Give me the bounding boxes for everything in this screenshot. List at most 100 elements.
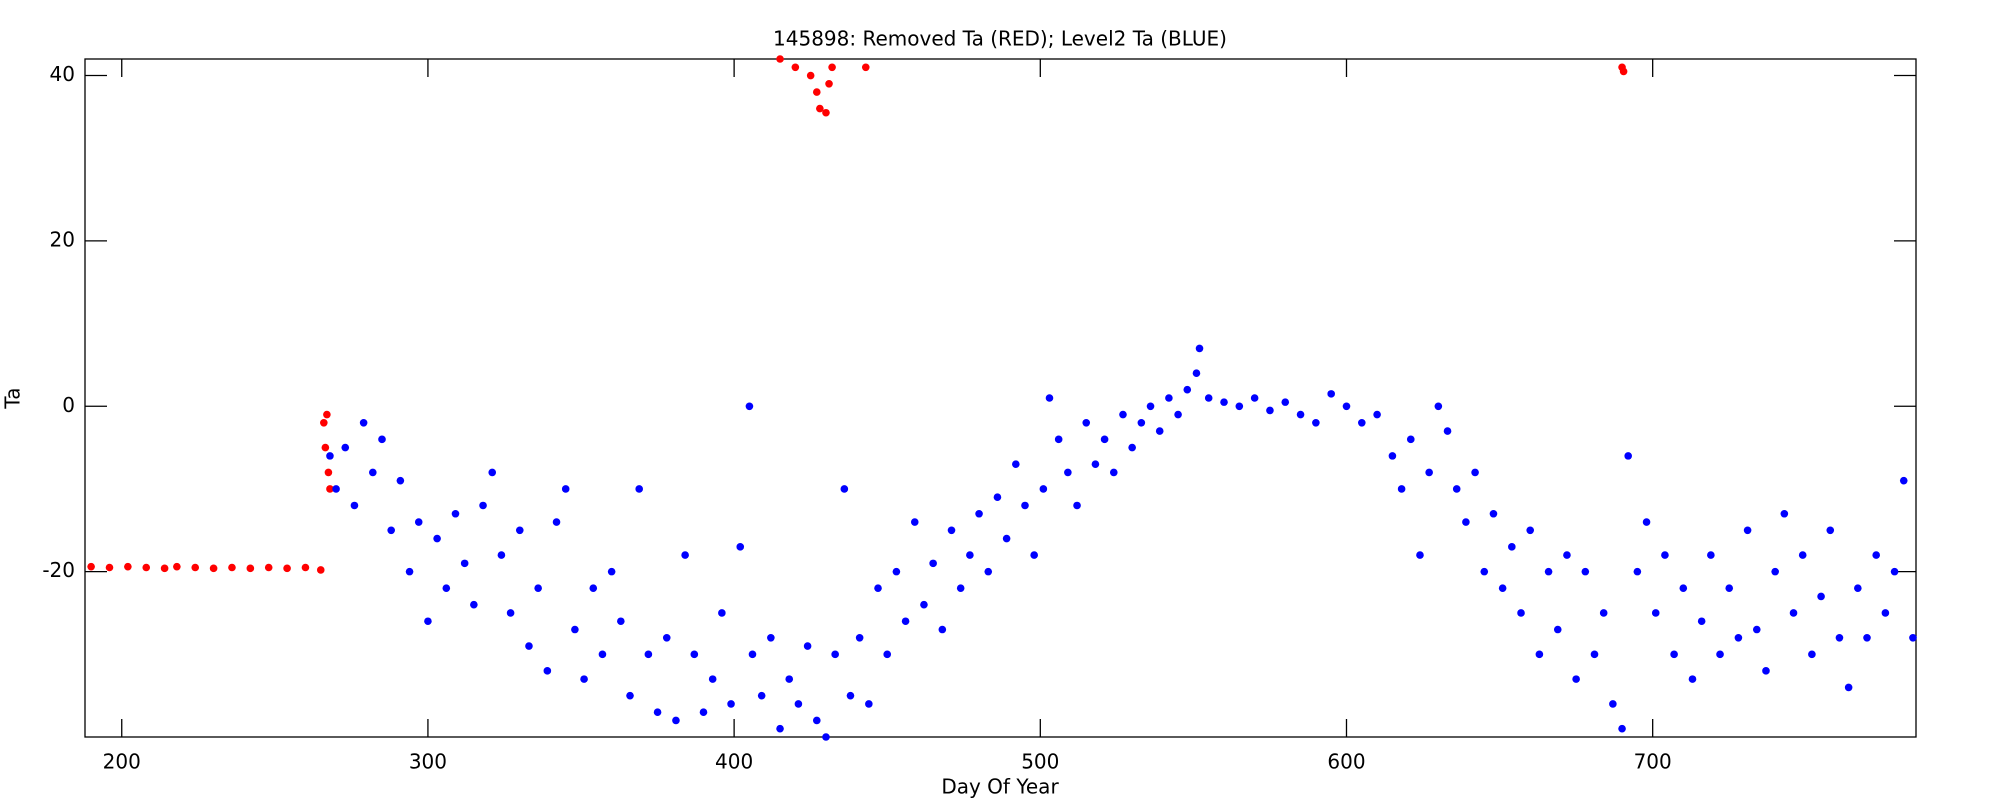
point <box>791 63 800 72</box>
point <box>1599 609 1608 617</box>
point <box>414 518 423 526</box>
point <box>1590 650 1599 659</box>
point <box>1798 551 1807 559</box>
point <box>1471 468 1479 477</box>
point <box>1544 567 1553 576</box>
point <box>776 724 784 733</box>
point <box>947 526 956 535</box>
point <box>1651 609 1660 617</box>
point <box>975 509 983 518</box>
point <box>806 71 815 80</box>
point <box>635 485 643 493</box>
point <box>1174 410 1182 419</box>
point <box>966 551 974 559</box>
point <box>543 667 552 675</box>
point <box>534 584 542 592</box>
point <box>1480 567 1489 576</box>
point <box>301 563 310 572</box>
point <box>396 476 405 485</box>
y-tick-label: -20 <box>42 558 75 582</box>
point <box>1789 609 1798 617</box>
point <box>861 63 870 72</box>
point <box>1195 344 1204 353</box>
point <box>1881 609 1890 617</box>
point <box>865 700 873 708</box>
point <box>748 650 757 659</box>
point <box>1743 526 1752 535</box>
point <box>727 700 735 708</box>
point <box>1618 724 1626 733</box>
point <box>785 675 794 683</box>
point <box>1817 592 1825 601</box>
point <box>1155 427 1164 435</box>
point <box>1235 402 1244 411</box>
point <box>228 563 236 572</box>
point <box>1872 551 1880 559</box>
point <box>1220 398 1228 406</box>
point <box>1452 485 1461 493</box>
chart-title: 145898: Removed Ta (RED); Level2 Ta (BLU… <box>773 27 1227 51</box>
point <box>831 650 839 659</box>
point <box>191 563 200 572</box>
point <box>479 501 487 510</box>
point <box>757 691 766 700</box>
point <box>246 564 255 573</box>
point <box>1780 509 1789 518</box>
point <box>1266 406 1274 415</box>
point <box>1633 567 1642 576</box>
point <box>326 452 334 460</box>
point <box>846 691 855 700</box>
point <box>938 625 947 634</box>
point <box>326 485 334 493</box>
point <box>1128 443 1136 452</box>
point <box>470 600 478 609</box>
point <box>1434 402 1443 411</box>
point <box>901 617 910 626</box>
point <box>173 562 181 571</box>
point <box>1397 485 1406 493</box>
point <box>1697 617 1706 626</box>
point <box>1192 369 1201 377</box>
point <box>1204 394 1213 402</box>
point <box>598 650 607 659</box>
point <box>442 584 451 592</box>
point <box>1844 683 1853 692</box>
point <box>776 55 784 63</box>
x-tick-label: 200 <box>103 750 141 774</box>
point <box>1661 551 1669 559</box>
point <box>433 534 441 543</box>
point <box>1119 410 1127 419</box>
point <box>883 650 892 659</box>
point <box>1091 460 1100 468</box>
point <box>607 567 616 576</box>
point <box>736 543 745 551</box>
point <box>378 435 386 444</box>
point <box>320 419 328 427</box>
x-tick-label: 300 <box>409 750 447 774</box>
point <box>822 733 830 741</box>
point <box>626 691 634 700</box>
point <box>387 526 395 535</box>
point <box>316 566 325 574</box>
point <box>1619 67 1628 76</box>
point <box>1863 633 1871 642</box>
point <box>488 468 497 477</box>
point <box>1890 567 1899 576</box>
point <box>1725 584 1734 592</box>
point <box>424 617 432 626</box>
x-tick-label: 600 <box>1327 750 1365 774</box>
point <box>929 559 937 568</box>
point <box>369 468 377 477</box>
point <box>1899 476 1908 485</box>
point <box>662 633 671 642</box>
point <box>561 485 570 493</box>
point <box>1021 501 1029 510</box>
y-tick-label: 40 <box>50 62 75 86</box>
point <box>1679 584 1688 592</box>
point <box>359 419 368 427</box>
point <box>1296 410 1305 419</box>
point <box>1082 419 1091 427</box>
y-tick-label: 20 <box>50 227 75 251</box>
point <box>332 485 340 493</box>
point <box>708 675 717 683</box>
